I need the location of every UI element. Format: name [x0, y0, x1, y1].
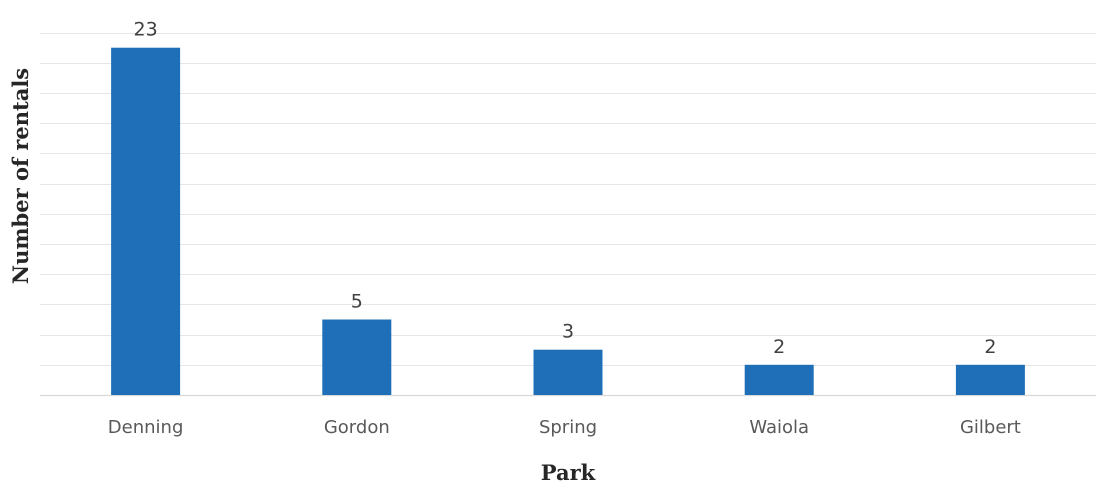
data-label-spring: 3	[562, 321, 574, 343]
bar-denning	[111, 47, 181, 395]
x-axis-title: Park	[541, 460, 596, 485]
x-tick-spring: Spring	[539, 417, 597, 438]
x-tick-waiola: Waiola	[749, 417, 809, 438]
y-axis-title: Number of rentals	[8, 68, 33, 284]
data-labels: 23 5 3 2 2	[134, 19, 997, 358]
x-tick-gordon: Gordon	[324, 417, 390, 438]
x-tick-gilbert: Gilbert	[960, 417, 1021, 438]
bar-gordon	[322, 319, 392, 395]
bar-gilbert	[955, 364, 1025, 395]
data-label-gilbert: 2	[984, 336, 996, 358]
gridlines	[40, 33, 1096, 366]
data-label-gordon: 5	[351, 291, 363, 313]
data-label-denning: 23	[134, 19, 158, 41]
x-tick-denning: Denning	[108, 417, 184, 438]
data-label-waiola: 2	[773, 336, 785, 358]
bars	[111, 47, 1025, 395]
bar-spring	[533, 349, 603, 395]
x-tick-labels: Denning Gordon Spring Waiola Gilbert	[108, 417, 1021, 438]
bar-waiola	[744, 364, 814, 395]
